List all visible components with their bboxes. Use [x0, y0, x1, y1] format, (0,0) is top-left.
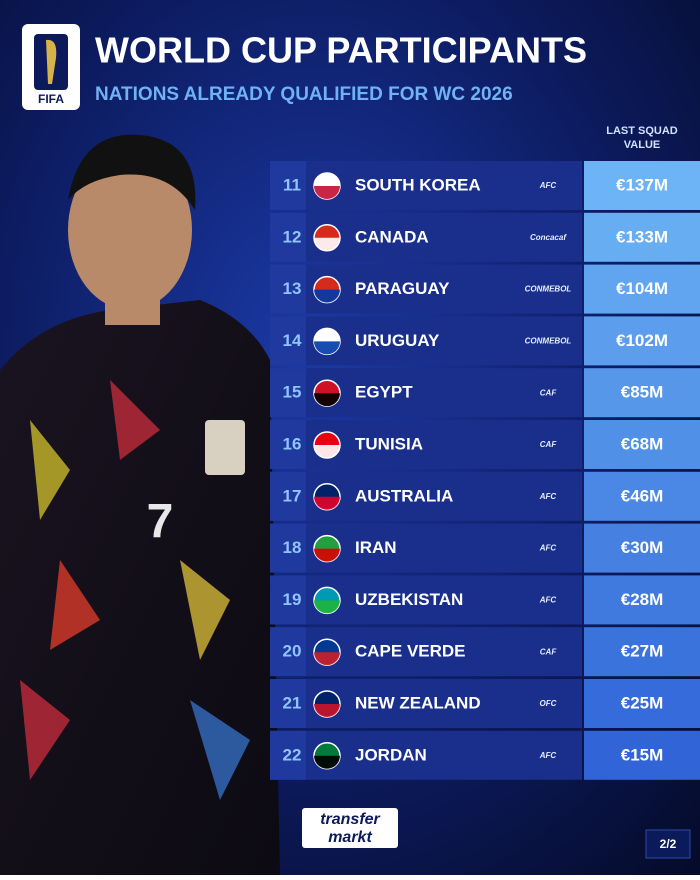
rank: 18 — [283, 538, 302, 557]
rank: 20 — [283, 642, 302, 661]
country: IRAN — [355, 538, 397, 557]
rank-bg — [270, 264, 306, 314]
country: JORDAN — [355, 745, 427, 764]
value-bg — [584, 523, 700, 573]
rank-bg — [270, 730, 306, 780]
rank: 15 — [283, 383, 302, 402]
value-bg — [584, 627, 700, 677]
svg-text:7: 7 — [147, 496, 174, 549]
value: €15M — [621, 745, 664, 764]
value: €27M — [621, 642, 664, 661]
rank-bg — [270, 212, 306, 262]
confederation: CAF — [540, 647, 558, 656]
rank: 17 — [283, 486, 302, 505]
value-bg — [584, 575, 700, 625]
rank: 22 — [283, 745, 302, 764]
page-number: 2/2 — [660, 837, 677, 851]
confederation: AFC — [539, 596, 557, 605]
flag-detail — [314, 548, 340, 562]
value: €104M — [616, 279, 668, 298]
value: €25M — [621, 693, 664, 712]
rank-bg — [270, 316, 306, 366]
confederation: OFC — [540, 699, 557, 708]
value-header-box: LAST SQUAD VALUE — [606, 125, 678, 151]
value-bg — [584, 316, 700, 366]
player-image: 7 — [0, 134, 280, 875]
flag-detail — [314, 341, 340, 355]
rank: 12 — [283, 227, 302, 246]
confederation: CAF — [540, 440, 558, 449]
rank-bg — [270, 627, 306, 677]
rank-bg — [270, 420, 306, 469]
value: €46M — [621, 486, 664, 505]
value: €102M — [616, 331, 668, 350]
value-bg — [584, 420, 700, 469]
flag-detail — [314, 186, 340, 199]
subtitle: NATIONS ALREADY QUALIFIED FOR WC 2026 — [95, 84, 513, 105]
country: NEW ZEALAND — [355, 693, 481, 712]
confederation: CAF — [540, 388, 558, 397]
value: €133M — [616, 227, 668, 246]
country: EGYPT — [355, 383, 413, 402]
confederation: CONMEBOL — [525, 285, 572, 294]
country: UZBEKISTAN — [355, 590, 463, 609]
confederation: AFC — [539, 751, 557, 760]
title: WORLD CUP PARTICIPANTS — [95, 30, 587, 71]
rank: 21 — [283, 693, 302, 712]
confederation: Concacaf — [530, 233, 567, 242]
fifa-logo: FIFA — [22, 24, 80, 110]
rank-bg — [270, 161, 306, 210]
brand-top: transfer — [320, 811, 380, 828]
value-bg — [584, 368, 700, 418]
country: AUSTRALIA — [355, 486, 453, 505]
confederation: AFC — [539, 181, 557, 190]
flag-detail — [314, 652, 340, 666]
rank: 11 — [283, 175, 301, 194]
rank: 13 — [283, 279, 302, 298]
value: €68M — [621, 434, 664, 453]
flag-detail — [314, 755, 340, 769]
rank-bg — [270, 523, 306, 573]
value-bg — [584, 679, 700, 728]
value-bg — [584, 264, 700, 314]
country: TUNISIA — [355, 434, 423, 453]
rank-bg — [270, 368, 306, 418]
rank: 16 — [283, 434, 302, 453]
flag-detail — [314, 600, 340, 614]
confederation: AFC — [539, 492, 557, 501]
value: €28M — [621, 590, 664, 609]
value-bg — [584, 471, 700, 521]
value-bg — [584, 730, 700, 780]
value-bg — [584, 212, 700, 262]
value-header: LAST SQUAD VALUE — [606, 125, 678, 151]
flag-detail — [314, 496, 340, 510]
flag-detail — [314, 237, 340, 251]
flag-detail — [314, 393, 340, 407]
logo-text: FIFA — [38, 92, 64, 106]
rank-bg — [270, 471, 306, 521]
flag-detail — [314, 704, 340, 717]
flag-detail — [314, 445, 340, 458]
brand-logo: transfer markt — [302, 808, 398, 848]
flag-detail — [314, 289, 340, 303]
value: €137M — [616, 175, 668, 194]
page-box — [645, 829, 691, 859]
rank: 14 — [283, 331, 302, 350]
rank-bg — [270, 679, 306, 728]
country: CANADA — [355, 227, 429, 246]
value-bg — [584, 161, 700, 210]
table: 11 SOUTH KOREA AFC €137M 12 CANADA Concacaf €13… — [270, 161, 700, 780]
country: PARAGUAY — [355, 279, 450, 298]
value: €30M — [621, 538, 664, 557]
rank-bg — [270, 575, 306, 625]
country: URUGUAY — [355, 331, 440, 350]
confederation: AFC — [539, 544, 557, 553]
rank: 19 — [283, 590, 302, 609]
country: SOUTH KOREA — [355, 175, 481, 194]
confederation: CONMEBOL — [525, 337, 572, 346]
country: CAPE VERDE — [355, 642, 466, 661]
value: €85M — [621, 383, 664, 402]
brand-bottom: markt — [328, 829, 372, 846]
